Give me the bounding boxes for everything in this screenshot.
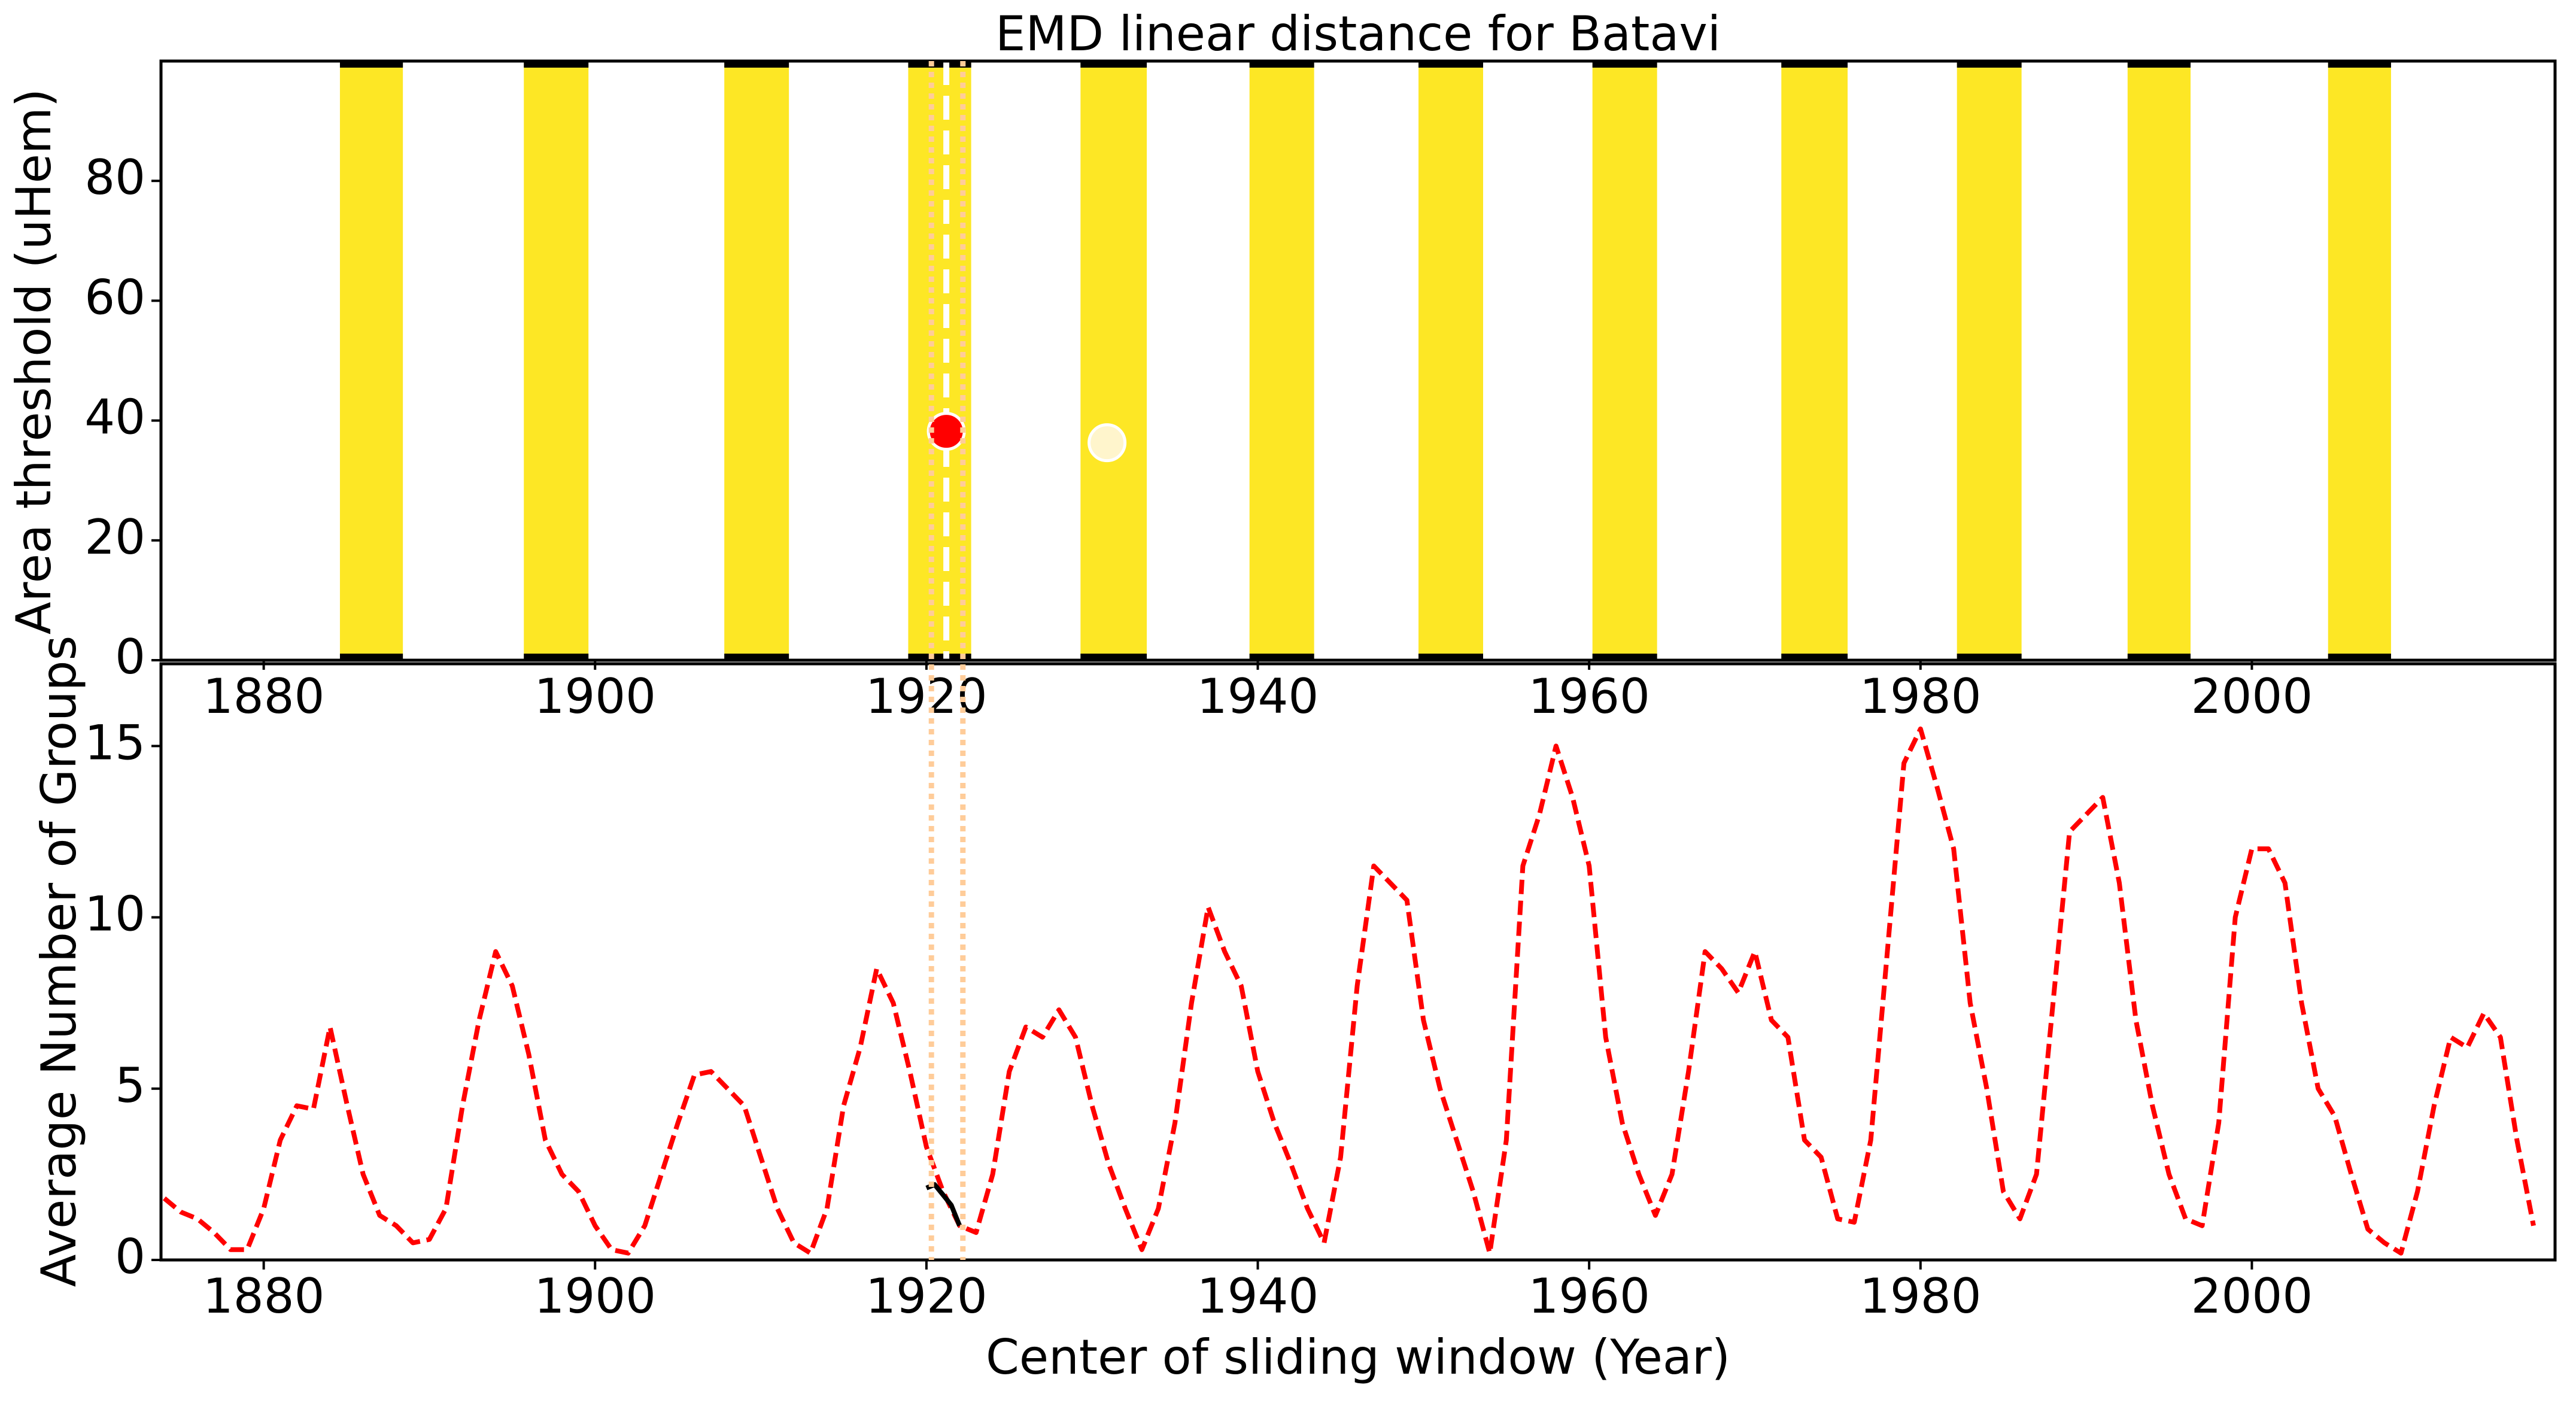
x-axis-label: Center of sliding window (Year) [986, 1329, 1730, 1385]
x-tick-label: 1980 [1860, 669, 1982, 724]
band-edge [1418, 654, 1483, 660]
x-tick-label: 2000 [2191, 669, 2313, 724]
band [724, 61, 789, 660]
band [1249, 61, 1314, 660]
band-edge [1592, 654, 1657, 660]
chart-title: EMD linear distance for Batavi [995, 6, 1721, 62]
band [1781, 61, 1848, 660]
band-edge [1080, 61, 1147, 68]
band-edge [1781, 654, 1848, 660]
band [1080, 61, 1147, 660]
x-tick-label: 1940 [1197, 669, 1319, 724]
y-tick-label: 40 [84, 390, 145, 445]
plot-frame [159, 59, 2557, 662]
x-tick-label: 1940 [1197, 1268, 1319, 1324]
x-tick-label: 2000 [2191, 1268, 2313, 1324]
band-edge [339, 654, 403, 660]
x-tick-label: 1920 [865, 1268, 988, 1324]
band [1418, 61, 1483, 660]
point [1087, 423, 1127, 463]
x-tick-label: 1880 [203, 1268, 325, 1324]
y-tick-label: 5 [115, 1058, 145, 1113]
band-edge [724, 61, 789, 68]
band [2127, 61, 2191, 660]
band-edge [1592, 61, 1657, 68]
band [339, 61, 403, 660]
band [1592, 61, 1657, 660]
band-edge [524, 654, 589, 660]
band-edge [2127, 654, 2191, 660]
y-tick-label: 60 [84, 269, 145, 325]
band [1957, 61, 2022, 660]
y-tick-label: 0 [115, 629, 145, 685]
series-line [162, 726, 2536, 1256]
x-tick-label: 1900 [534, 1268, 656, 1324]
band-edge [908, 654, 971, 660]
y-tick-label: 80 [84, 150, 145, 205]
band-edge [524, 61, 589, 68]
band-edge [2328, 61, 2391, 68]
band-edge [1249, 654, 1314, 660]
band-edge [724, 654, 789, 660]
plot-frame [159, 662, 2557, 1262]
y-axis-label: Area threshold (uHem) [6, 89, 62, 634]
band [524, 61, 589, 660]
x-tick-label: 1900 [534, 669, 656, 724]
band-edge [1957, 654, 2022, 660]
x-tick-label: 1980 [1860, 1268, 1982, 1324]
band-edge [1957, 61, 2022, 68]
band-edge [2328, 654, 2391, 660]
band-edge [2127, 61, 2191, 68]
band-edge [1080, 654, 1147, 660]
x-tick-label: 1960 [1528, 1268, 1650, 1324]
x-tick-label: 1960 [1528, 669, 1650, 724]
band [2328, 61, 2391, 660]
x-tick-label: 1880 [203, 669, 325, 724]
y-tick-label: 0 [115, 1229, 145, 1284]
band-edge [339, 61, 403, 68]
band-edge [908, 61, 971, 68]
band-edge [1418, 61, 1483, 68]
band-edge [1249, 61, 1314, 68]
x-tick-label: 1920 [865, 669, 988, 724]
y-tick-label: 15 [84, 715, 145, 770]
band-edge [1781, 61, 1848, 68]
y-tick-label: 10 [84, 886, 145, 942]
y-tick-label: 20 [84, 509, 145, 565]
y-axis-label: Average Number of Groups [31, 636, 87, 1287]
